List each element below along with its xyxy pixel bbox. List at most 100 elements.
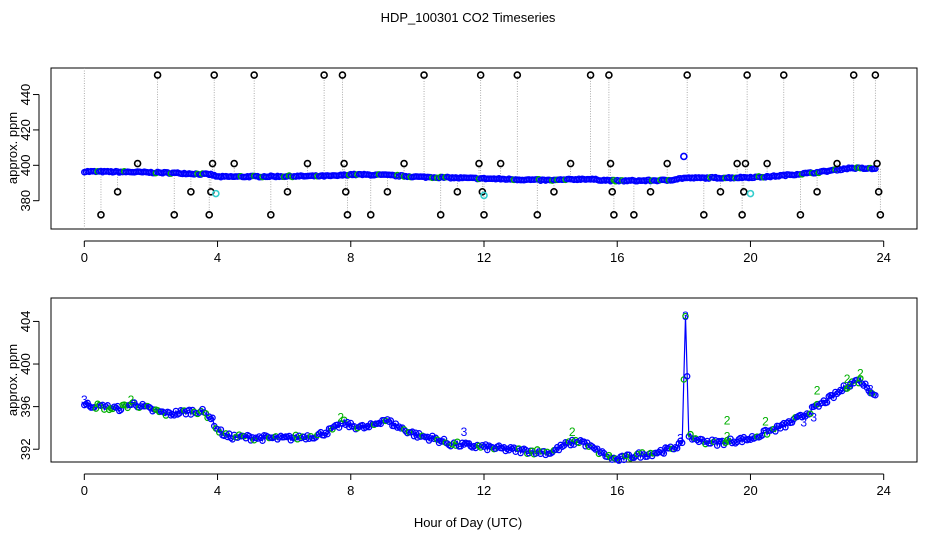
figure-title: HDP_100301 CO2 Timeseries: [381, 10, 556, 25]
point-label: 2: [762, 415, 769, 429]
outlier-point: [605, 71, 613, 79]
point-label: 2: [814, 384, 821, 398]
point-label: 2: [128, 393, 135, 407]
bottom-y-tick-label: 400: [18, 353, 33, 375]
outlier-point: [683, 71, 691, 79]
outlier-point: [338, 71, 347, 79]
top-panel: 0 4 8 12 16 20 24 380 400 420 440 approx. ppm: [5, 67, 918, 265]
bottom-y-tick-label: 396: [18, 396, 33, 418]
co2-point: [682, 312, 689, 320]
outlier-point: [733, 159, 741, 168]
outlier-point: [210, 71, 219, 79]
outlier-point: [303, 159, 312, 168]
outlier-point: [630, 211, 638, 219]
co2-point: [823, 399, 831, 406]
outlier-point: [250, 71, 258, 79]
point-label: 3: [677, 432, 684, 446]
point-label: 3: [81, 393, 88, 407]
outlier-point: [586, 71, 595, 79]
cyan-marker: [480, 191, 488, 200]
outlier-point: [779, 71, 788, 79]
outlier-point: [738, 211, 746, 219]
top-y-tick-label: 440: [18, 84, 33, 106]
bottom-x-tick-label: 4: [214, 483, 221, 498]
outlier-point: [606, 159, 615, 168]
co2-point: [598, 448, 606, 455]
outlier-point: [874, 188, 883, 196]
outlier-point: [610, 211, 618, 219]
point-label: 3: [810, 410, 817, 424]
co2-point: [730, 438, 738, 445]
outlier-point: [320, 71, 328, 79]
outlier-point: [873, 159, 881, 168]
outlier-point: [453, 188, 462, 196]
co2-point: [457, 443, 464, 450]
point-label: 3: [867, 383, 874, 397]
outlier-point: [436, 211, 445, 219]
co2-point: [222, 430, 230, 437]
cyan-marker: [746, 189, 755, 198]
cyan-marker: [212, 189, 220, 198]
outlier-point: [480, 211, 488, 219]
bottom-axes: 0 4 8 12 16 20 24 392 396 400 404: [18, 311, 891, 498]
top-x-tick-label: 12: [477, 250, 491, 265]
point-label: 2: [569, 425, 576, 439]
top-y-tick-label: 400: [18, 154, 33, 176]
outlier-point: [741, 159, 750, 168]
outlier-point: [833, 159, 841, 168]
co2-point: [772, 428, 779, 435]
outlier-point: [763, 159, 771, 168]
co2-point: [807, 410, 814, 418]
bottom-x-tick-label: 0: [81, 483, 88, 498]
co2-point: [304, 432, 311, 439]
outlier-point: [133, 159, 142, 168]
point-label: 3: [682, 309, 689, 323]
outlier-point: [849, 71, 858, 79]
co2-point: [763, 431, 771, 438]
co2-point: [660, 450, 668, 457]
co2-point: [630, 454, 638, 462]
outlier-point: [283, 188, 292, 196]
outlier-point: [230, 159, 238, 168]
outlier-point: [205, 211, 214, 219]
co2-point: [707, 440, 714, 447]
co2-point: [830, 394, 837, 402]
top-x-tick-label: 24: [876, 250, 890, 265]
top-y-tick-label: 380: [18, 190, 33, 212]
point-label: 3: [800, 416, 807, 430]
co2-point: [209, 414, 216, 422]
outlier-point: [153, 71, 162, 79]
outlier-point: [646, 188, 655, 196]
outlier-point: [400, 159, 408, 168]
point-label: 3: [847, 378, 854, 392]
outlier-point: [420, 71, 428, 79]
outlier-point: [871, 71, 880, 79]
x-axis-label: Hour of Day (UTC): [414, 515, 522, 530]
co2-point: [785, 418, 793, 425]
co2-point: [853, 376, 861, 384]
co2-point: [482, 441, 489, 448]
top-plot-frame: [50, 67, 918, 230]
bottom-y-tick-label: 392: [18, 438, 33, 460]
outlier-point: [187, 188, 195, 196]
co2-point: [199, 405, 206, 413]
outlier-point: [533, 211, 542, 219]
co2-point: [112, 404, 120, 411]
point-label: 2: [724, 413, 731, 427]
outlier-point: [340, 159, 348, 168]
co2-point: [290, 434, 298, 442]
top-baseline-points: [81, 164, 879, 185]
co2-point: [872, 391, 879, 399]
outlier-point: [716, 188, 725, 196]
co2-point: [324, 430, 331, 438]
co2-point: [798, 413, 806, 421]
top-x-tick-label: 0: [81, 250, 88, 265]
point-label: 2: [724, 429, 731, 443]
co2-point: [678, 439, 686, 447]
co2-point: [517, 449, 524, 457]
outlier-point: [700, 211, 708, 219]
co2-point: [590, 444, 598, 452]
co2-point: [106, 406, 113, 414]
outlier-point: [796, 211, 805, 219]
